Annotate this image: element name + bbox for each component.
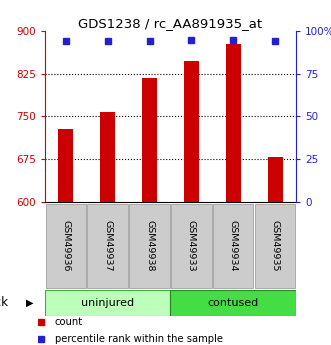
Bar xyxy=(268,157,283,202)
Bar xyxy=(213,204,254,288)
Bar xyxy=(100,112,115,202)
Text: ▶: ▶ xyxy=(26,298,33,308)
Text: GSM49937: GSM49937 xyxy=(103,220,112,272)
Bar xyxy=(142,78,157,202)
Text: GSM49938: GSM49938 xyxy=(145,220,154,272)
Bar xyxy=(58,129,73,202)
Bar xyxy=(226,43,241,202)
Title: GDS1238 / rc_AA891935_at: GDS1238 / rc_AA891935_at xyxy=(78,17,262,30)
Bar xyxy=(255,204,295,288)
Bar xyxy=(184,61,199,202)
Text: percentile rank within the sample: percentile rank within the sample xyxy=(55,334,223,344)
Bar xyxy=(170,290,296,316)
Bar xyxy=(46,204,86,288)
Bar xyxy=(45,290,170,316)
Text: GSM49933: GSM49933 xyxy=(187,220,196,272)
Text: uninjured: uninjured xyxy=(81,298,134,308)
Text: GSM49936: GSM49936 xyxy=(61,220,70,272)
Bar xyxy=(171,204,212,288)
Text: count: count xyxy=(55,317,83,327)
Bar xyxy=(129,204,169,288)
Text: GSM49935: GSM49935 xyxy=(271,220,280,272)
Text: contused: contused xyxy=(208,298,259,308)
Text: shock: shock xyxy=(0,296,8,309)
Text: GSM49934: GSM49934 xyxy=(229,220,238,272)
Bar xyxy=(87,204,128,288)
